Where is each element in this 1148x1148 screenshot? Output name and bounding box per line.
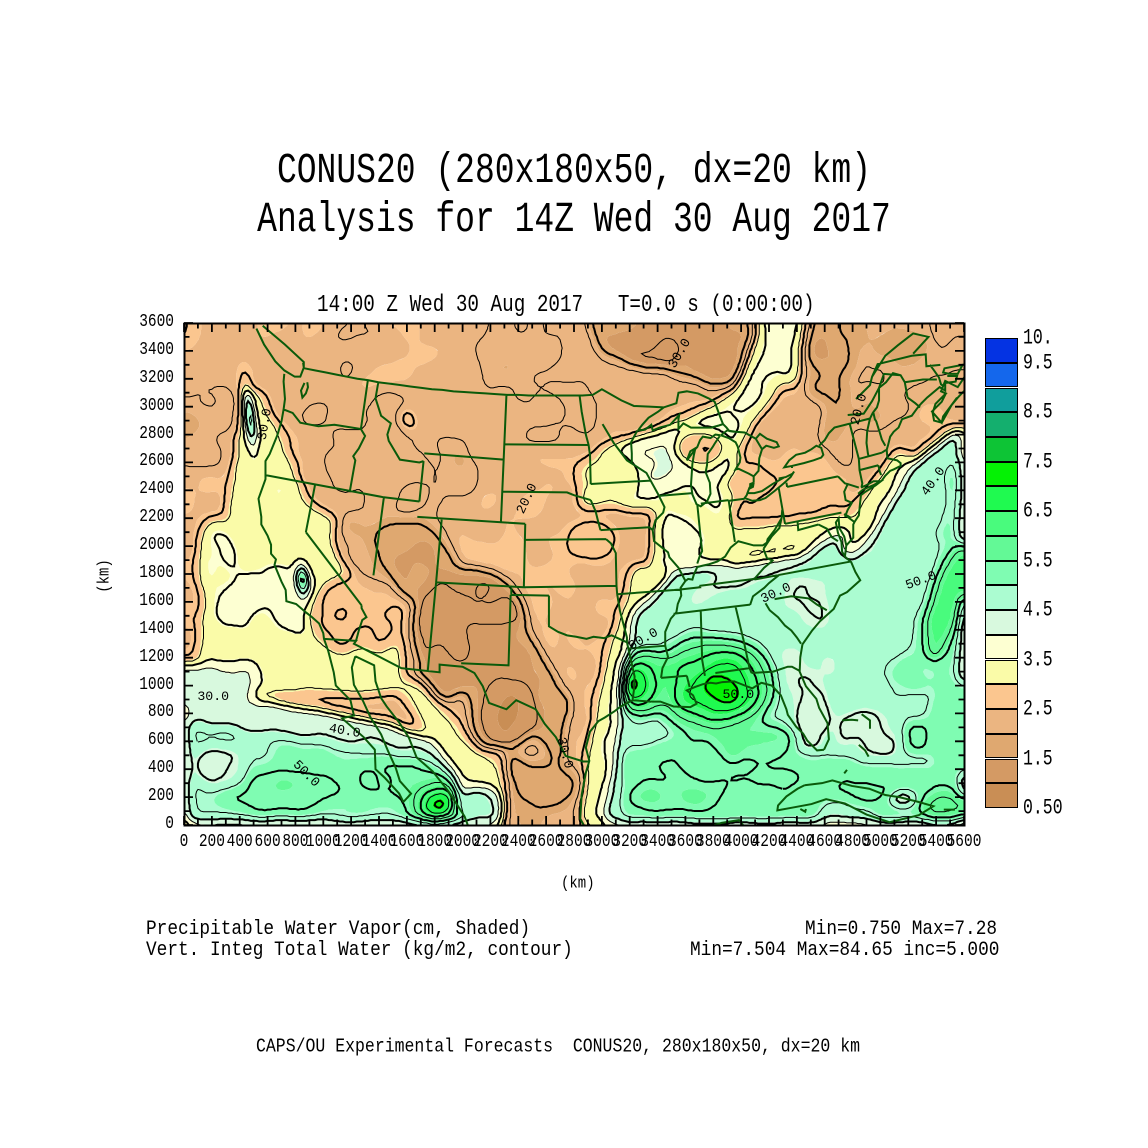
svg-text:30.0: 30.0 [197,689,229,704]
svg-text:50.0: 50.0 [722,687,754,702]
